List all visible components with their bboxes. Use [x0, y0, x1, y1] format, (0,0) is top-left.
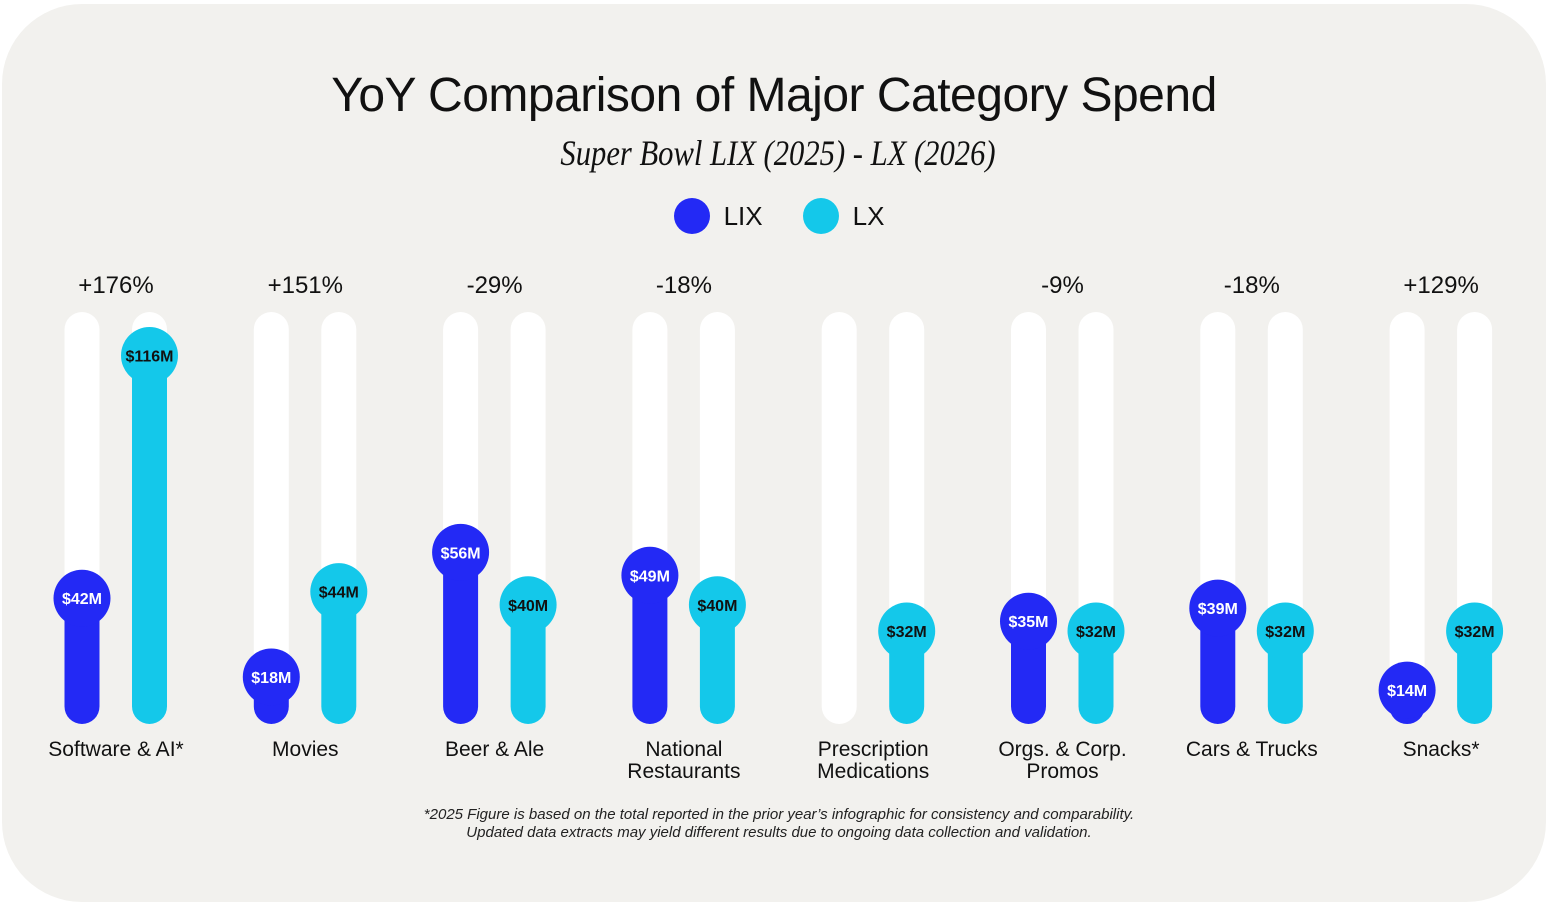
data-label: $39M: [1198, 601, 1238, 618]
data-label: $44M: [319, 585, 359, 602]
data-label: $32M: [1076, 624, 1116, 641]
legend-swatch-lx: [802, 198, 839, 234]
category-label: Movies: [272, 738, 339, 761]
data-label: $32M: [887, 624, 927, 641]
legend: LIX LX: [0, 198, 1548, 234]
value-bubble-lx: [1067, 602, 1125, 660]
legend-swatch-lix: [673, 198, 710, 234]
category-label: Beer & Ale: [445, 738, 544, 761]
data-label: $35M: [1008, 614, 1048, 631]
value-bubble-lix: [1000, 592, 1057, 650]
data-label: $14M: [1387, 683, 1427, 700]
category-label: Restaurants: [627, 760, 740, 783]
value-bubble-lix: [1189, 579, 1247, 637]
bar-lix: [632, 575, 668, 724]
data-label: $32M: [1265, 624, 1305, 641]
footnote: *2025 Figure is based on the total repor…: [0, 806, 1548, 842]
value-bubble-lix: [432, 523, 490, 581]
bar-lx: [699, 604, 735, 724]
footnote-line-1: *2025 Figure is based on the total repor…: [423, 806, 1135, 823]
category-label: Snacks*: [1403, 738, 1480, 761]
category-label: Prescription: [818, 738, 929, 761]
value-bubble-lx: [499, 576, 557, 634]
legend-label-lx: LX: [852, 200, 885, 231]
legend-label-lix: LIX: [723, 200, 763, 231]
legend-item-lx: LX: [802, 198, 885, 234]
change-label: +151%: [268, 272, 343, 299]
value-bubble-lx: [1446, 602, 1504, 660]
change-label: +176%: [78, 272, 153, 299]
value-bubble-lx: [878, 602, 936, 660]
data-label: $116M: [125, 349, 173, 366]
data-label: $49M: [630, 568, 670, 585]
value-bubble-lix: [242, 648, 300, 706]
bar-track: [1389, 312, 1425, 724]
category-label: National: [645, 738, 722, 761]
legend-item-lix: LIX: [673, 198, 763, 234]
chart-title: YoY Comparison of Major Category Spend: [331, 69, 1217, 122]
category-label: Promos: [1026, 760, 1098, 783]
value-bubble-lix: [53, 569, 111, 627]
data-label: $40M: [508, 598, 548, 615]
bar-lx: [321, 591, 357, 724]
category-label: Cars & Trucks: [1186, 738, 1318, 761]
value-bubble-lix: [1378, 661, 1436, 719]
data-label: $56M: [441, 545, 481, 562]
bar-track: [253, 312, 289, 724]
change-label: -18%: [1224, 272, 1280, 299]
bar-lx: [132, 355, 167, 724]
bar-lx: [510, 604, 546, 724]
change-label: +129%: [1403, 272, 1478, 299]
value-bubble-lix: [621, 546, 679, 604]
data-label: $42M: [62, 591, 102, 608]
value-bubble-lx: [310, 563, 368, 621]
bar-track: [821, 312, 857, 724]
data-label: $40M: [697, 598, 737, 615]
bar-lix: [64, 598, 100, 724]
bar-lix: [443, 552, 479, 724]
chart-subtitle: Super Bowl LIX (2025) - LX (2026): [560, 133, 996, 173]
value-bubble-lx: [1256, 602, 1314, 660]
category-label: Software & AI*: [48, 738, 183, 761]
change-label: -29%: [467, 272, 523, 299]
bar-lix: [1200, 608, 1236, 724]
change-label: -9%: [1041, 272, 1084, 299]
category-label: Medications: [817, 760, 929, 783]
change-label: -18%: [656, 272, 712, 299]
value-bubble-lx: [688, 576, 746, 634]
category-label: Orgs. & Corp.: [998, 738, 1126, 761]
data-label: $32M: [1455, 624, 1495, 641]
footnote-line-2: Updated data extracts may yield differen…: [466, 824, 1092, 841]
data-label: $18M: [251, 670, 291, 687]
value-bubble-lx: [121, 327, 178, 385]
